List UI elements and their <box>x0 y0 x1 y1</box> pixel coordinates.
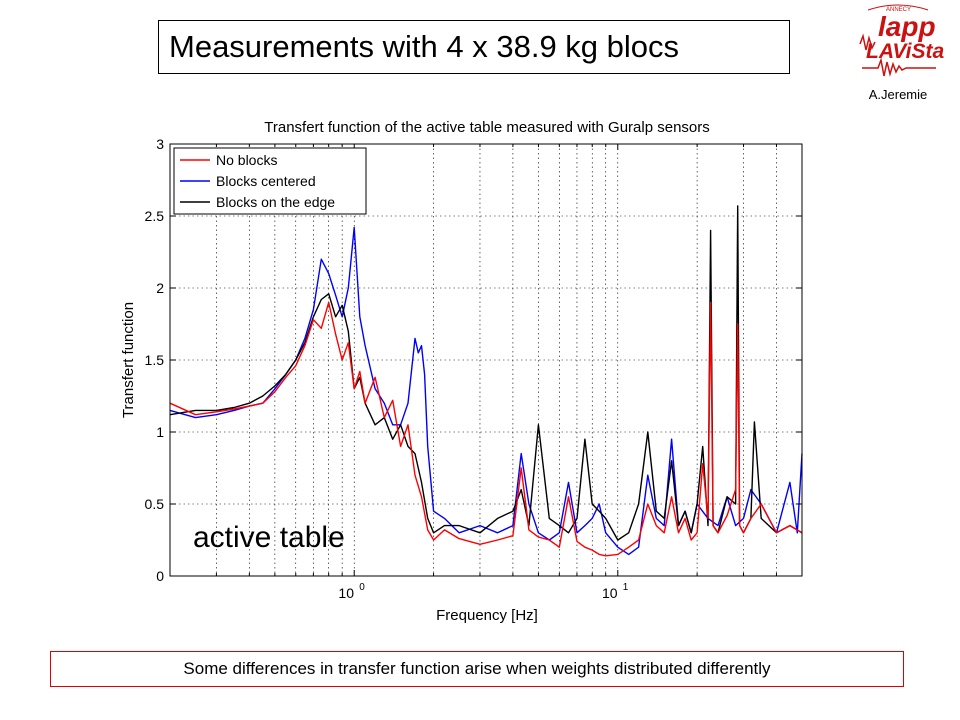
x-axis-label: Frequency [Hz] <box>436 607 538 624</box>
footer-note: Some differences in transfer function ar… <box>50 651 904 687</box>
svg-text:LAViSta: LAViSta <box>866 40 944 63</box>
x-tick-exponent-0: 0 <box>359 582 365 593</box>
svg-text:lapp: lapp <box>878 11 936 42</box>
author-label: A.Jeremie <box>868 87 928 102</box>
legend-label-centered: Blocks centered <box>216 173 316 189</box>
x-tick-exponent-1: 1 <box>623 582 629 593</box>
y-tick-label-1: 0.5 <box>145 496 165 512</box>
x-tick-label-1: 10 <box>602 585 618 601</box>
axis-ticks: 0 0.5 1 1.5 2 2.5 3 10 0 10 1 <box>145 136 803 601</box>
y-tick-label-6: 3 <box>156 136 164 152</box>
active-table-label: active table <box>193 521 345 554</box>
x-tick-label-0: 10 <box>338 585 354 601</box>
legend: No blocks Blocks centered Blocks on the … <box>173 147 367 215</box>
y-tick-label-0: 0 <box>156 568 164 584</box>
legend-label-edge: Blocks on the edge <box>216 194 335 210</box>
y-axis-label: Transfert function <box>120 302 137 418</box>
y-tick-label-2: 1 <box>156 424 164 440</box>
y-tick-label-4: 2 <box>156 280 164 296</box>
legend-label-no-blocks: No blocks <box>216 152 277 168</box>
y-tick-label-5: 2.5 <box>145 208 165 224</box>
chart-title: Transfert function of the active table m… <box>264 119 710 136</box>
svg-text:ANNECY: ANNECY <box>886 7 911 13</box>
y-tick-label-3: 1.5 <box>145 352 165 368</box>
series-line-no-blocks <box>169 301 803 557</box>
slide-title: Measurements with 4 x 38.9 kg blocs <box>158 20 790 74</box>
series-lines <box>169 205 803 557</box>
lapp-lavista-logo: ANNECY lapp LAViSta <box>859 4 944 77</box>
